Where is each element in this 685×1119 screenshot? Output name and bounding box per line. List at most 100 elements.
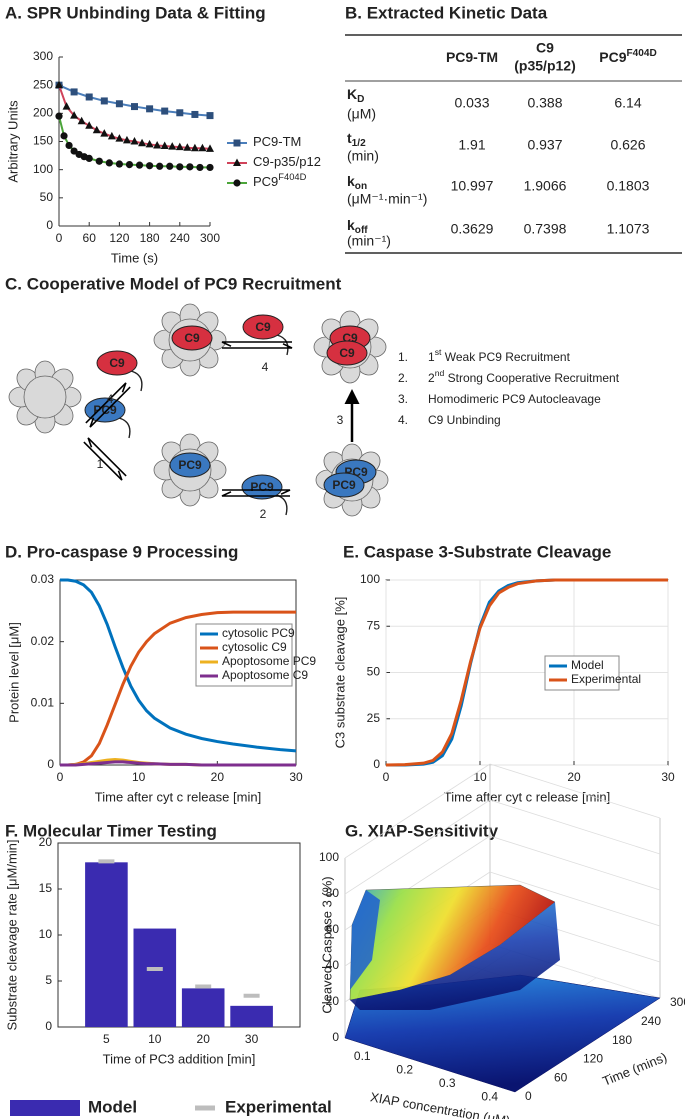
legend-label-part: C9-p35/p12 [253, 154, 321, 169]
marker [196, 163, 204, 172]
molecule [241, 474, 283, 500]
y-tick-label: 0.01 [31, 696, 55, 710]
y-tick-label: 120 [583, 1052, 603, 1066]
molecule [326, 340, 368, 366]
legend-label-part: F404D [278, 172, 306, 182]
molecule [171, 325, 213, 351]
y-tick-label: 50 [40, 190, 54, 204]
marker [191, 110, 199, 118]
step-text: C9 Unbinding [428, 413, 501, 427]
molecule-label: C9 [255, 320, 271, 334]
row-unit: (μM⁻¹·min⁻¹) [347, 191, 427, 207]
column-header: (p35/p12) [514, 58, 575, 74]
marker [161, 107, 169, 115]
panel-title: A. SPR Unbinding Data & Fitting [5, 3, 266, 22]
column-header-part: PC9 [599, 49, 626, 65]
y-tick-label: 100 [33, 162, 53, 176]
y-tick-label: 0 [47, 757, 54, 771]
table-cell: 0.937 [527, 137, 562, 153]
step-text-part: C9 Unbinding [428, 413, 501, 427]
marker [233, 158, 241, 166]
legend-label: Experimental [225, 1097, 332, 1116]
marker [138, 138, 147, 147]
molecule [84, 397, 126, 423]
marker [62, 102, 71, 110]
x-tick-label: 0.2 [396, 1062, 413, 1076]
y-axis-label: Arbitrary Units [5, 100, 20, 183]
marker [55, 80, 63, 89]
x-axis-label: Time after cyt c release [min] [95, 789, 261, 804]
marker [145, 139, 154, 148]
x-axis-label: Time (s) [111, 250, 158, 265]
y-tick-label: 20 [39, 835, 53, 849]
marker [100, 97, 108, 105]
y-axis-label: C3 substrate cleavage [%] [332, 597, 347, 749]
x-tick-label: 0 [57, 770, 64, 784]
x-tick-label: 10 [473, 770, 487, 784]
reaction-arrow [221, 491, 290, 497]
step-text-part: Homodimeric PC9 Autocleavage [428, 392, 601, 406]
table-cell: 1.1073 [607, 221, 650, 237]
fit-line [58, 84, 211, 117]
step-number: 1. [398, 350, 408, 364]
table-cell: 1.9066 [524, 178, 567, 194]
y-tick-label: 50 [367, 665, 381, 679]
molecule-tail [130, 370, 143, 392]
y-tick-label: 150 [33, 134, 53, 148]
marker [176, 109, 184, 117]
x-tick-label: 30 [245, 1032, 259, 1046]
y-tick-label: 250 [33, 77, 53, 91]
x-tick-label: 0.3 [439, 1076, 456, 1090]
legend-label: Model [88, 1097, 137, 1116]
legend-label: cytosolic C9 [222, 640, 287, 654]
table-cell: 0.626 [610, 137, 645, 153]
x-tick-label: 20 [567, 770, 581, 784]
table-cell: 0.7398 [524, 221, 567, 237]
marker [146, 162, 154, 170]
row-label-part: 1/2 [352, 138, 366, 149]
row-label-part: on [355, 181, 367, 192]
table-cell: 0.033 [454, 95, 489, 111]
legend-label: Model [571, 658, 604, 672]
legend-label: Apoptosome PC9 [222, 654, 316, 668]
marker [122, 135, 131, 144]
step-number: 4. [398, 413, 408, 427]
marker [115, 134, 124, 142]
marker [55, 112, 63, 120]
x-tick-label: 10 [132, 770, 146, 784]
y-tick-label: 75 [367, 618, 381, 632]
marker [65, 141, 73, 150]
y-tick-label: 0 [525, 1089, 532, 1103]
marker [206, 112, 214, 120]
legend-swatch [10, 1100, 80, 1116]
marker [92, 125, 101, 134]
y-tick-label: 25 [367, 711, 381, 725]
apoptosome [8, 360, 82, 434]
row-label: KD [347, 86, 364, 105]
z-axis-label: Cleaved Caspase 3 (%) [319, 876, 334, 1013]
marker [206, 163, 214, 172]
marker [166, 162, 174, 170]
marker [183, 143, 192, 151]
z-tick-label: 0 [332, 1030, 339, 1044]
marker [70, 111, 79, 119]
marker [190, 143, 199, 152]
legend-box [544, 655, 620, 691]
series-line [385, 578, 668, 767]
table-cell: 0.388 [527, 95, 562, 111]
grid-line [344, 799, 491, 895]
x-tick-label: 0 [383, 770, 390, 784]
column-header-part: F404D [626, 48, 656, 59]
column-header: C9 [536, 40, 554, 56]
y-tick-label: 240 [641, 1014, 661, 1028]
row-label-part: k [347, 173, 355, 189]
y-tick-label: 5 [45, 973, 52, 987]
marker [125, 160, 134, 169]
marker [85, 154, 93, 162]
legend-label: Apoptosome C9 [222, 668, 308, 682]
molecule-label: C9 [184, 331, 200, 345]
reaction-arrow [85, 382, 127, 424]
row-label-part: t [347, 130, 352, 146]
table-cell: 10.997 [451, 178, 494, 194]
legend-label: PC9-TM [253, 134, 301, 149]
